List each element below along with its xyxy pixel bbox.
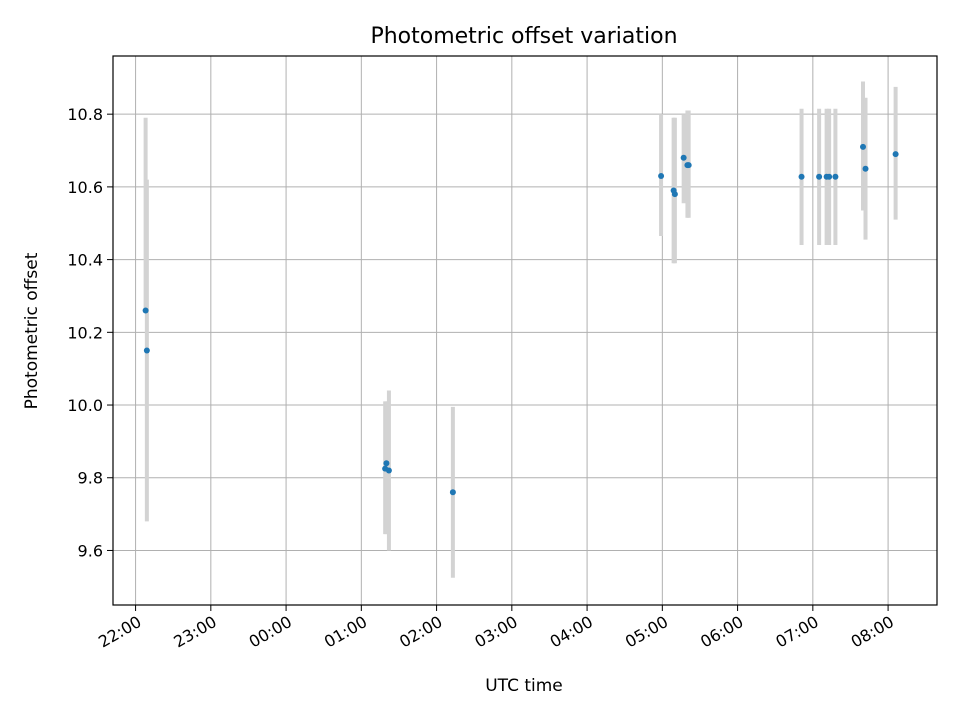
data-point (826, 173, 833, 180)
y-tick-label: 10.0 (67, 396, 103, 415)
data-point (798, 173, 805, 180)
y-tick-label: 9.6 (78, 541, 103, 560)
y-tick-label: 10.4 (67, 251, 103, 270)
grid (113, 56, 937, 605)
data-point (383, 460, 390, 467)
data-point (671, 191, 678, 198)
y-axis-label: Photometric offset (22, 252, 42, 409)
data-point (680, 154, 687, 161)
y-tick-label: 9.8 (78, 469, 103, 488)
data-point (658, 172, 665, 179)
data-point (143, 347, 150, 354)
plot-frame (112, 55, 938, 606)
data-point (385, 467, 392, 474)
data-point (892, 151, 899, 158)
y-tick-label: 10.8 (67, 105, 103, 124)
data-point (860, 143, 867, 150)
data-point (142, 307, 149, 314)
data-points (142, 143, 899, 496)
data-point (449, 489, 456, 496)
y-tick-label: 10.2 (67, 323, 103, 342)
data-point (816, 173, 823, 180)
data-point (832, 173, 839, 180)
data-point (685, 162, 692, 169)
data-point (862, 165, 869, 172)
y-axis-ticks: 9.6 9.8 10.0 10.2 10.4 10.6 10.8 (67, 105, 113, 560)
chart-title: Photometric offset variation (370, 24, 677, 49)
x-axis-label: UTC time (485, 676, 563, 696)
y-tick-label: 10.6 (67, 178, 103, 197)
